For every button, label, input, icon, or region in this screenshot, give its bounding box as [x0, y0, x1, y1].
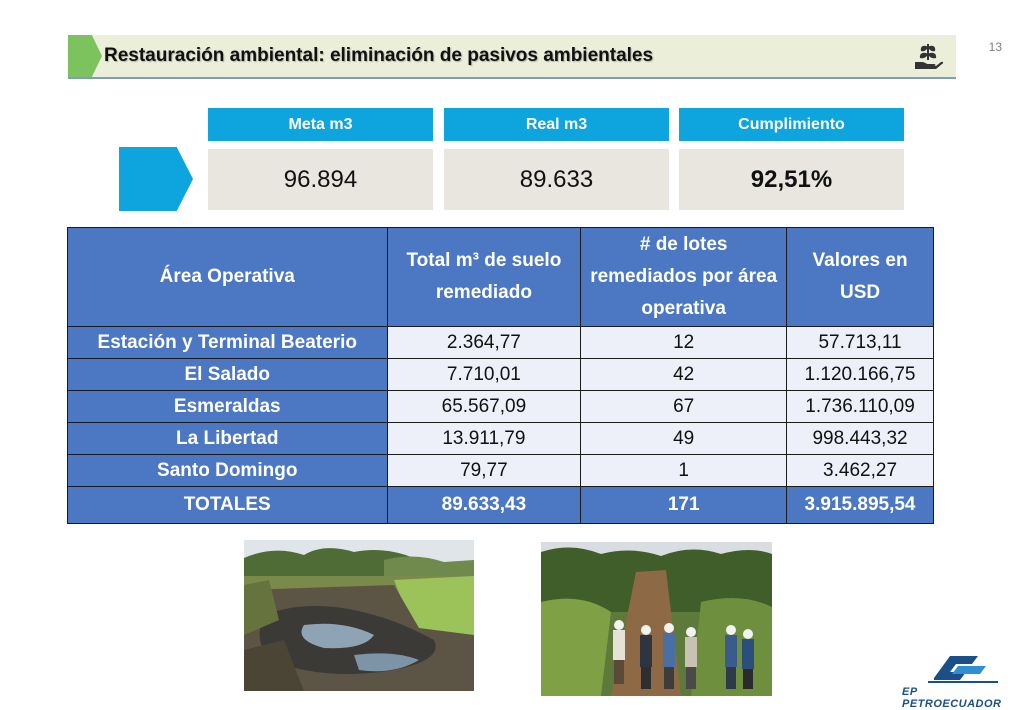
kpi-label-cumplimiento: Cumplimiento	[679, 108, 904, 141]
usd-value: 57.713,11	[786, 326, 934, 359]
suelo-value: 7.710,01	[386, 358, 582, 391]
kpi-label-meta: Meta m3	[208, 108, 433, 141]
title-banner: Restauración ambiental: eliminación de p…	[68, 35, 956, 79]
area-name: Estación y Terminal Beaterio	[67, 326, 388, 359]
area-name: Esmeraldas	[67, 390, 388, 423]
suelo-value: 79,77	[386, 454, 582, 487]
column-header-suelo: Total m³ de suelo remediado	[386, 227, 582, 327]
column-header-area: Área Operativa	[67, 227, 388, 327]
photo-contaminated-wetland	[244, 540, 474, 691]
kpi-value-cumplimiento: 92,51%	[679, 149, 904, 210]
page-number: 13	[988, 40, 1002, 54]
usd-value: 3.462,27	[786, 454, 934, 487]
area-name: Santo Domingo	[67, 454, 388, 487]
suelo-value: 13.911,79	[386, 422, 582, 455]
column-header-lotes: # de lotes remediados por área operativa	[580, 227, 788, 327]
petroecuador-logo-mark	[928, 656, 998, 683]
area-name: El Salado	[67, 358, 388, 391]
area-name: La Libertad	[67, 422, 388, 455]
photo-field-team	[541, 542, 772, 696]
suelo-value: 65.567,09	[386, 390, 582, 423]
kpi-value-meta: 96.894	[208, 149, 433, 210]
petroecuador-logo: EP PETROECUADOR	[898, 652, 1010, 710]
title-chevron	[68, 35, 102, 77]
lotes-value: 1	[580, 454, 788, 487]
kpi-value-real: 89.633	[444, 149, 669, 210]
lotes-value: 12	[580, 326, 788, 359]
suelo-value: 2.364,77	[386, 326, 582, 359]
logo-text: EP PETROECUADOR	[902, 686, 1002, 710]
table-row: Santo Domingo 79,77 1 3.462,27	[67, 454, 934, 487]
kpi-label-real: Real m3	[444, 108, 669, 141]
totals-label: TOTALES	[67, 486, 388, 524]
total-suelo: 89.633,43	[386, 486, 582, 524]
table-row: La Libertad 13.911,79 49 998.443,32	[67, 422, 934, 455]
column-header-valores: Valores en USD	[786, 227, 934, 327]
table-header-row: Área Operativa Total m³ de suelo remedia…	[67, 227, 934, 327]
table-row: Estación y Terminal Beaterio 2.364,77 12…	[67, 326, 934, 359]
kpi-arrow-marker	[119, 147, 193, 211]
lotes-value: 49	[580, 422, 788, 455]
total-lotes: 171	[580, 486, 788, 524]
usd-value: 1.120.166,75	[786, 358, 934, 391]
remediation-table: Área Operativa Total m³ de suelo remedia…	[67, 227, 934, 524]
total-usd: 3.915.895,54	[786, 486, 934, 524]
usd-value: 1.736.110,09	[786, 390, 934, 423]
slide-title: Restauración ambiental: eliminación de p…	[104, 45, 654, 66]
table-row: Esmeraldas 65.567,09 67 1.736.110,09	[67, 390, 934, 423]
lotes-value: 67	[580, 390, 788, 423]
totals-row: TOTALES 89.633,43 171 3.915.895,54	[67, 486, 934, 524]
table-row: El Salado 7.710,01 42 1.120.166,75	[67, 358, 934, 391]
leaf-in-hand-icon	[915, 43, 944, 69]
lotes-value: 42	[580, 358, 788, 391]
usd-value: 998.443,32	[786, 422, 934, 455]
